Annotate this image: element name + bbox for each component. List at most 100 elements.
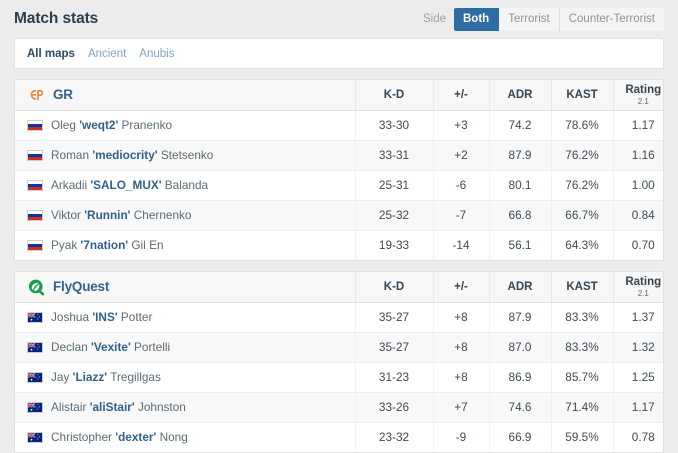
stat-rating: 1.17 <box>612 392 663 423</box>
table-row[interactable]: Christopher 'dexter' Nong 23-32 -9 66.9 59.5… <box>15 422 663 452</box>
stat-adr: 86.9 <box>488 362 551 393</box>
player-nickname: dexter <box>118 430 154 445</box>
map-nav: All maps Ancient Anubis <box>14 38 664 69</box>
stat-kast: 64.3% <box>550 230 613 260</box>
player-name: Arkadii 'SALO_MUX' Balanda <box>51 178 209 192</box>
stat-adr: 87.9 <box>488 140 551 171</box>
rating-label: Rating <box>625 276 662 288</box>
column-header-rating[interactable]: Rating 2.1 <box>612 272 663 303</box>
stat-rating: 0.84 <box>612 200 663 231</box>
stat-rating: 1.37 <box>612 302 663 333</box>
player-nickname: SALO_MUX <box>93 178 159 192</box>
stat-rating: 1.00 <box>612 170 663 201</box>
russia-flag-icon <box>27 119 43 131</box>
player-first-name: Christopher <box>51 430 112 445</box>
player-nickname: Vexite <box>93 340 128 354</box>
stat-rating: 1.17 <box>612 110 663 141</box>
player-nickname: Liazz <box>75 370 105 384</box>
table-row[interactable]: Joshua 'INS' Potter 35-27 +8 87.9 83.3% 1.37 <box>15 302 663 333</box>
stat-plus-minus: -14 <box>432 230 489 260</box>
player-first-name: Arkadii <box>51 178 88 192</box>
column-header-adr[interactable]: ADR <box>488 272 551 303</box>
table-row[interactable]: Jay 'Liazz' Tregillgas 31-23 +8 86.9 85.7% 1.… <box>15 362 663 393</box>
player-nickname: mediocrity <box>95 148 155 162</box>
stat-rating: 1.32 <box>612 332 663 363</box>
column-header-plus-minus[interactable]: +/- <box>432 272 489 303</box>
player-cell[interactable]: Oleg 'weqt2' Pranenko <box>15 110 355 141</box>
player-cell[interactable]: Arkadii 'SALO_MUX' Balanda <box>15 170 355 201</box>
table-row[interactable]: Oleg 'weqt2' Pranenko 33-30 +3 74.2 78.6% 1.1… <box>15 110 663 141</box>
player-cell[interactable]: Declan 'Vexite' Portelli <box>15 332 355 363</box>
column-header-kast[interactable]: KAST <box>550 272 613 303</box>
stat-adr: 66.8 <box>488 200 551 231</box>
rating-version: 2.1 <box>637 288 649 298</box>
stat-kast: 85.7% <box>550 362 613 393</box>
column-header-rating[interactable]: Rating 2.1 <box>612 80 663 111</box>
player-last-name: Potter <box>120 310 153 324</box>
player-first-name: Jay <box>51 370 70 384</box>
stat-plus-minus: +2 <box>432 140 489 171</box>
column-header-kd[interactable]: K-D <box>354 80 433 111</box>
stats-header: Match stats Side Both Terrorist Counter-Te… <box>0 0 678 38</box>
column-header-plus-minus[interactable]: +/- <box>432 80 489 111</box>
player-first-name: Oleg <box>51 118 76 132</box>
table-row[interactable]: Arkadii 'SALO_MUX' Balanda 25-31 -6 80.1 76.… <box>15 170 663 201</box>
stat-kd: 25-32 <box>354 200 433 231</box>
player-cell[interactable]: Pyak '7nation' Gil En <box>15 230 355 260</box>
table-row[interactable]: Alistair 'aliStair' Johnston 33-26 +7 74.6 7… <box>15 392 663 423</box>
stat-rating: 1.16 <box>612 140 663 171</box>
player-last-name: Stetsenko <box>160 148 214 162</box>
player-first-name: Declan <box>51 340 88 354</box>
player-cell[interactable]: Alistair 'aliStair' Johnston <box>15 392 355 423</box>
stat-plus-minus: +7 <box>432 392 489 423</box>
russia-flag-icon <box>27 239 43 251</box>
player-nickname: 7nation <box>83 238 126 253</box>
map-link-all-maps[interactable]: All maps <box>27 47 75 60</box>
side-filter-both[interactable]: Both <box>454 7 500 31</box>
table-row[interactable]: Roman 'mediocrity' Stetsenko 33-31 +2 87.9 7… <box>15 140 663 171</box>
player-cell[interactable]: Jay 'Liazz' Tregillgas <box>15 362 355 393</box>
team-table-flyquest: FlyQuest K-D +/- ADR KAST Rating 2.1 Joshua 'IN… <box>14 271 664 453</box>
player-cell[interactable]: Joshua 'INS' Potter <box>15 302 355 333</box>
stat-kast: 59.5% <box>550 422 613 452</box>
player-last-name: Portelli <box>134 340 171 354</box>
team-identity-cell[interactable]: GR <box>15 80 355 111</box>
side-filter-terrorist[interactable]: Terrorist <box>499 7 560 31</box>
player-last-name: Johnston <box>137 400 186 414</box>
russia-flag-icon <box>27 209 43 221</box>
stat-plus-minus: -9 <box>432 422 489 452</box>
stat-kd: 19-33 <box>354 230 433 260</box>
gr-logo-icon <box>30 89 44 101</box>
stat-plus-minus: +3 <box>432 110 489 141</box>
player-last-name: Gil En <box>131 238 164 253</box>
table-row[interactable]: Viktor 'Runnin' Chernenko 25-32 -7 66.8 66.7… <box>15 200 663 231</box>
stat-kd: 35-27 <box>354 302 433 333</box>
player-last-name: Chernenko <box>133 208 192 222</box>
australia-flag-icon <box>27 371 43 383</box>
player-cell[interactable]: Christopher 'dexter' Nong <box>15 422 355 452</box>
table-row[interactable]: Declan 'Vexite' Portelli 35-27 +8 87.0 83.3%… <box>15 332 663 363</box>
table-row[interactable]: Pyak '7nation' Gil En 19-33 -14 56.1 64.3% 0.… <box>15 230 663 260</box>
rating-version: 2.1 <box>637 96 649 106</box>
stats-table: FlyQuest K-D +/- ADR KAST Rating 2.1 Joshua 'IN… <box>15 272 663 452</box>
player-last-name: Pranenko <box>121 118 173 132</box>
team-name: FlyQuest <box>53 279 110 295</box>
map-link-ancient[interactable]: Ancient <box>87 47 127 60</box>
column-header-kd[interactable]: K-D <box>354 272 433 303</box>
player-cell[interactable]: Roman 'mediocrity' Stetsenko <box>15 140 355 171</box>
stat-kast: 76.2% <box>550 170 613 201</box>
stat-adr: 66.9 <box>488 422 551 452</box>
map-link-anubis[interactable]: Anubis <box>139 47 175 60</box>
column-header-adr[interactable]: ADR <box>488 80 551 111</box>
player-name: Pyak '7nation' Gil En <box>51 238 164 253</box>
column-header-kast[interactable]: KAST <box>550 80 613 111</box>
player-cell[interactable]: Viktor 'Runnin' Chernenko <box>15 200 355 231</box>
side-filter-counter-terrorist[interactable]: Counter-Terrorist <box>559 7 664 31</box>
stat-adr: 87.9 <box>488 302 551 333</box>
player-first-name: Pyak <box>51 238 78 253</box>
stat-adr: 74.2 <box>488 110 551 141</box>
australia-flag-icon <box>27 341 43 353</box>
player-last-name: Balanda <box>164 178 209 192</box>
team-identity-cell[interactable]: FlyQuest <box>15 272 355 303</box>
